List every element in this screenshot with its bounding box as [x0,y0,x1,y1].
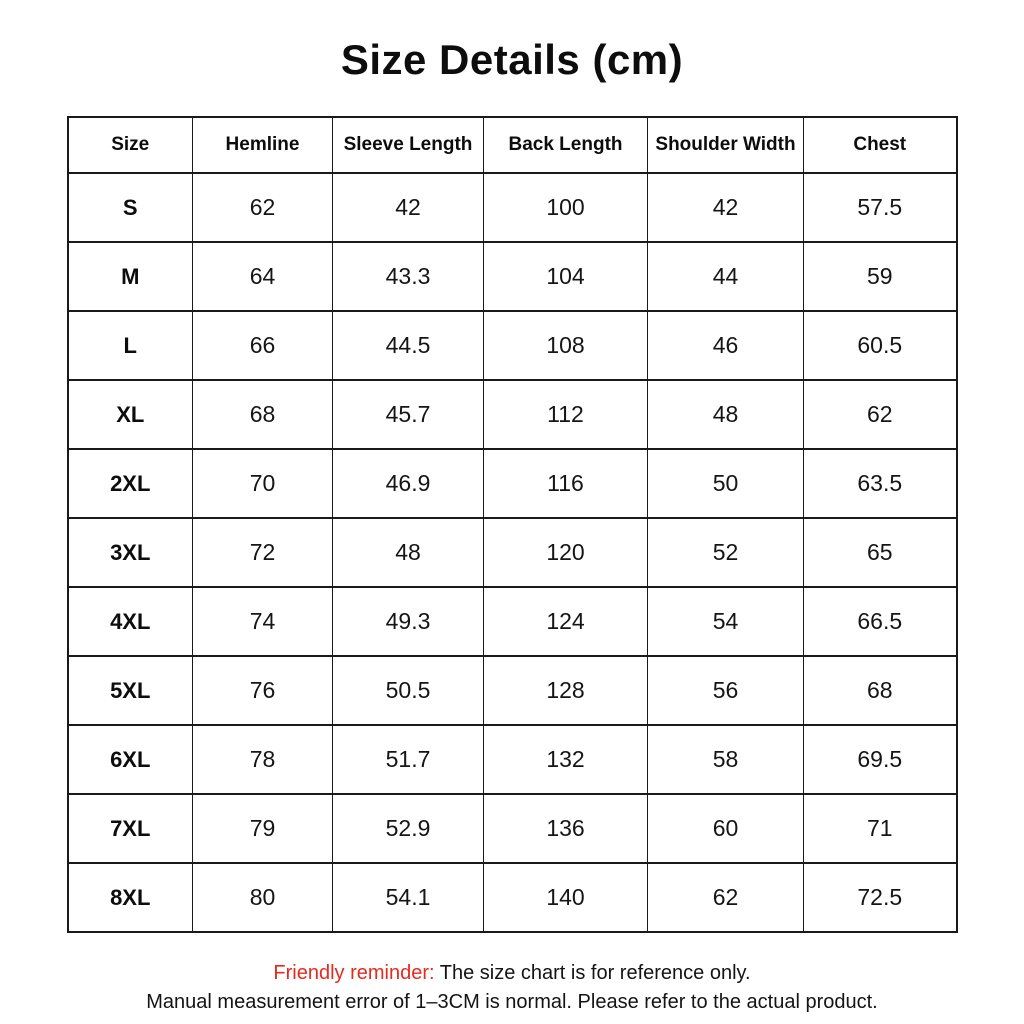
table-row: 7XL 79 52.9 136 60 71 [67,793,957,864]
size-label-cell: 2XL [67,448,193,519]
measurement-cell: 65 [803,517,957,588]
column-header-shoulder-width: Shoulder Width [647,116,804,174]
size-label-cell: L [67,310,193,381]
size-label-cell: M [67,241,193,312]
measurement-cell: 74 [192,586,333,657]
column-header-back-length: Back Length [483,116,648,174]
measurement-cell: 54 [647,586,804,657]
measurement-cell: 112 [483,379,648,450]
footer-line-2: Manual measurement error of 1–3CM is nor… [146,991,878,1013]
measurement-cell: 71 [803,793,957,864]
measurement-cell: 68 [192,379,333,450]
measurement-cell: 42 [647,172,804,243]
size-label-cell: 4XL [67,586,193,657]
measurement-cell: 60.5 [803,310,957,381]
measurement-cell: 44.5 [332,310,484,381]
measurement-cell: 72.5 [803,862,957,933]
measurement-cell: 48 [647,379,804,450]
measurement-cell: 76 [192,655,333,726]
measurement-cell: 104 [483,241,648,312]
measurement-cell: 80 [192,862,333,933]
table-row: 8XL 80 54.1 140 62 72.5 [67,862,957,933]
table-row: 6XL 78 51.7 132 58 69.5 [67,724,957,795]
footer-line-1-text: The size chart is for reference only. [434,962,751,984]
table-row: M 64 43.3 104 44 59 [67,241,957,312]
size-table-body: S 62 42 100 42 57.5 M 64 43.3 104 44 59 L 66 44.5 108 46… [67,172,957,933]
measurement-cell: 62 [647,862,804,933]
footer-note: Friendly reminder: The size chart is for… [0,959,1024,1017]
size-label-cell: S [67,172,193,243]
measurement-cell: 59 [803,241,957,312]
measurement-cell: 42 [332,172,484,243]
measurement-cell: 78 [192,724,333,795]
measurement-cell: 79 [192,793,333,864]
measurement-cell: 43.3 [332,241,484,312]
measurement-cell: 56 [647,655,804,726]
table-row: XL 68 45.7 112 48 62 [67,379,957,450]
table-header: Size Hemline Sleeve Length Back Length S… [67,116,957,174]
table-row: 5XL 76 50.5 128 56 68 [67,655,957,726]
measurement-cell: 46.9 [332,448,484,519]
column-header-sleeve-length: Sleeve Length [332,116,484,174]
measurement-cell: 124 [483,586,648,657]
size-label-cell: XL [67,379,193,450]
size-label-cell: 6XL [67,724,193,795]
measurement-cell: 72 [192,517,333,588]
measurement-cell: 48 [332,517,484,588]
measurement-cell: 66.5 [803,586,957,657]
measurement-cell: 108 [483,310,648,381]
measurement-cell: 52.9 [332,793,484,864]
measurement-cell: 62 [192,172,333,243]
measurement-cell: 49.3 [332,586,484,657]
measurement-cell: 116 [483,448,648,519]
measurement-cell: 52 [647,517,804,588]
measurement-cell: 58 [647,724,804,795]
measurement-cell: 57.5 [803,172,957,243]
measurement-cell: 140 [483,862,648,933]
size-details-table: Size Hemline Sleeve Length Back Length S… [66,116,958,933]
measurement-cell: 50.5 [332,655,484,726]
measurement-cell: 69.5 [803,724,957,795]
measurement-cell: 51.7 [332,724,484,795]
measurement-cell: 60 [647,793,804,864]
table-row: 3XL 72 48 120 52 65 [67,517,957,588]
size-label-cell: 3XL [67,517,193,588]
footer-line-1: Friendly reminder: The size chart is for… [0,959,1024,988]
measurement-cell: 68 [803,655,957,726]
friendly-reminder-label: Friendly reminder: [273,962,435,984]
measurement-cell: 45.7 [332,379,484,450]
column-header-chest: Chest [803,116,957,174]
table-row: S 62 42 100 42 57.5 [67,172,957,243]
measurement-cell: 136 [483,793,648,864]
column-header-hemline: Hemline [192,116,333,174]
table-row: 4XL 74 49.3 124 54 66.5 [67,586,957,657]
measurement-cell: 64 [192,241,333,312]
measurement-cell: 128 [483,655,648,726]
measurement-cell: 66 [192,310,333,381]
table-row: L 66 44.5 108 46 60.5 [67,310,957,381]
measurement-cell: 62 [803,379,957,450]
column-header-size: Size [67,116,193,174]
size-label-cell: 7XL [67,793,193,864]
size-label-cell: 5XL [67,655,193,726]
measurement-cell: 70 [192,448,333,519]
table-row: 2XL 70 46.9 116 50 63.5 [67,448,957,519]
measurement-cell: 46 [647,310,804,381]
measurement-cell: 63.5 [803,448,957,519]
header-row: Size Hemline Sleeve Length Back Length S… [67,116,957,174]
page-title: Size Details (cm) [340,36,684,83]
measurement-cell: 100 [483,172,648,243]
measurement-cell: 54.1 [332,862,484,933]
size-label-cell: 8XL [67,862,193,933]
measurement-cell: 50 [647,448,804,519]
measurement-cell: 120 [483,517,648,588]
measurement-cell: 44 [647,241,804,312]
measurement-cell: 132 [483,724,648,795]
